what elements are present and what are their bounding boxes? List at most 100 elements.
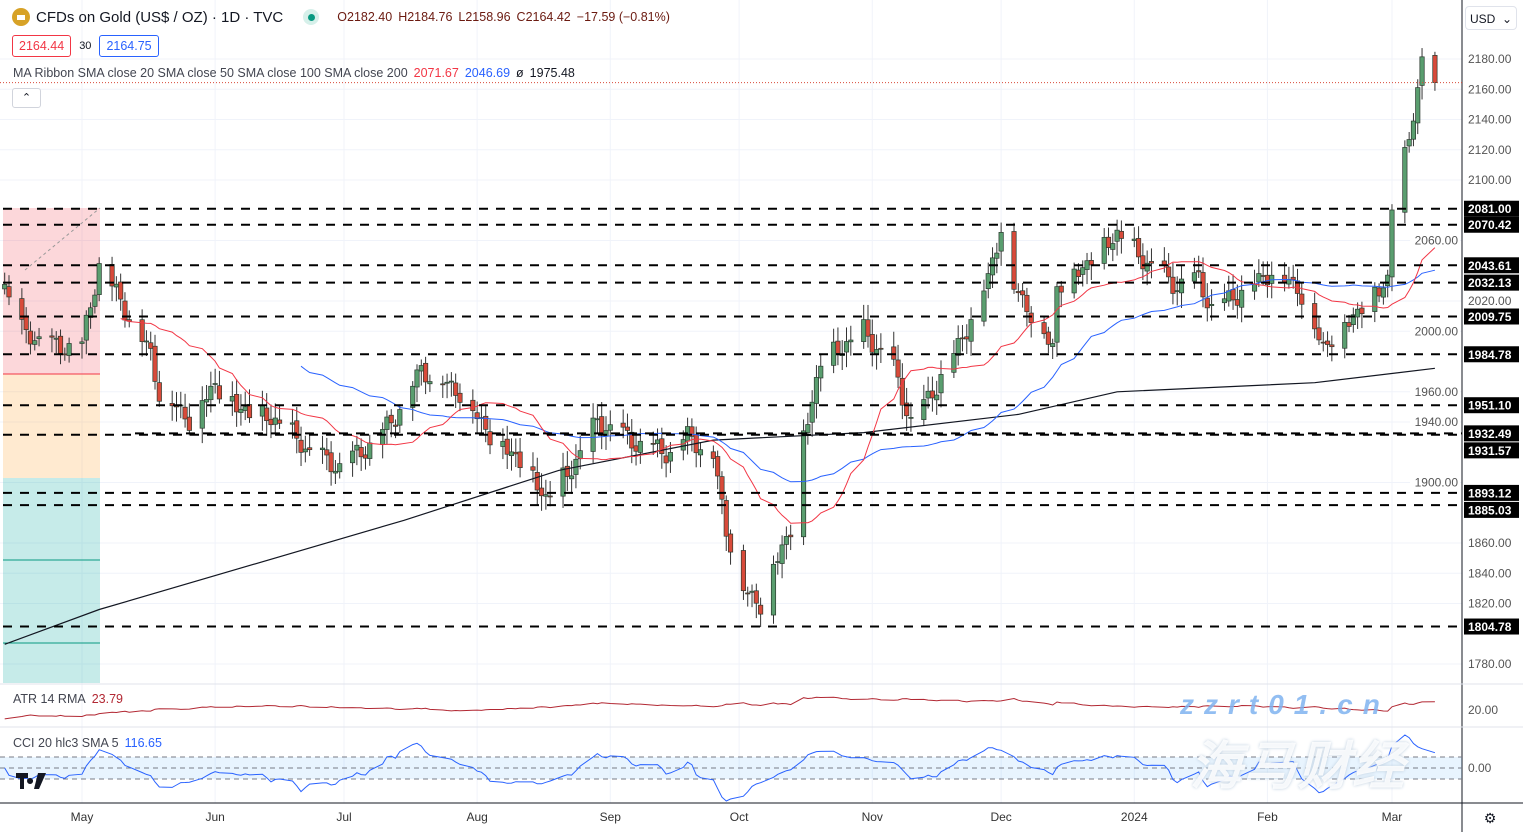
candle (1406, 132, 1412, 153)
candle-body (560, 467, 566, 497)
candle-body (775, 561, 781, 563)
candle (955, 325, 961, 366)
candle (1221, 283, 1228, 311)
candle (659, 427, 665, 469)
candle (478, 405, 484, 433)
candle-body (1011, 231, 1017, 290)
candle-body (680, 439, 686, 451)
low-label: L (458, 10, 466, 24)
candle-body (268, 418, 274, 426)
candle (1342, 314, 1348, 359)
candle-body (1402, 147, 1408, 213)
tradingview-logo[interactable] (16, 773, 46, 794)
symbol-title[interactable]: CFDs on Gold (US$ / OZ) · 1D · TVC (36, 8, 284, 26)
candle-body (534, 472, 540, 491)
candle (934, 380, 940, 415)
candle-body (418, 365, 424, 372)
candle-body (92, 294, 98, 307)
candle-body (143, 340, 149, 343)
cci-legend[interactable]: CCI 20 hlc3 SMA 5 116.65 (13, 736, 162, 750)
candle-body (1101, 237, 1107, 264)
candle-body (770, 563, 777, 616)
candle (599, 401, 605, 450)
level-label: 1804.78 (1468, 620, 1512, 634)
candle (685, 417, 691, 455)
candle (1286, 266, 1292, 289)
candle (998, 222, 1004, 266)
candle-body (1105, 236, 1112, 248)
price-tick-bg (1410, 231, 1460, 248)
candle-body (1148, 261, 1155, 264)
tradingview-logo-icon (16, 773, 46, 789)
candle-body (998, 232, 1004, 252)
candle (835, 327, 841, 366)
time-tick-label: Feb (1257, 810, 1278, 824)
candle (19, 288, 25, 335)
candle (27, 321, 34, 355)
candle (92, 289, 98, 314)
candle (337, 452, 343, 479)
candle-body (1054, 286, 1060, 343)
candle (710, 445, 716, 469)
candle-body (951, 353, 957, 373)
atr-legend[interactable]: ATR 14 RMA 23.79 (13, 692, 123, 706)
buy-button[interactable]: 2164.75 (99, 35, 159, 57)
candle-body (440, 383, 446, 386)
candle (1110, 233, 1116, 262)
time-tick-label: Jul (336, 810, 351, 824)
candle (740, 544, 746, 600)
sell-button[interactable]: 2164.44 (12, 35, 72, 57)
candle (805, 412, 811, 445)
candle (891, 331, 897, 366)
cci-label: CCI 20 hlc3 SMA 5 (13, 736, 119, 750)
candle (783, 526, 789, 560)
close-label: C (516, 10, 526, 24)
ma-ribbon-legend[interactable]: MA Ribbon SMA close 20 SMA close 50 SMA … (13, 66, 575, 80)
candle-body (246, 404, 253, 419)
candle (508, 438, 515, 471)
candle (1389, 204, 1395, 292)
candle (324, 437, 330, 471)
candle (603, 416, 609, 450)
candle-body (848, 339, 854, 343)
candle (259, 390, 265, 431)
candle (294, 406, 300, 454)
level-label: 2081.00 (1468, 202, 1512, 216)
candle (234, 379, 240, 427)
candle-body (925, 390, 931, 399)
collapse-legend-button[interactable]: ⌃ (12, 88, 41, 108)
candle-body (1290, 276, 1296, 281)
time-tick-label: May (71, 810, 94, 824)
level-label: 1984.78 (1468, 348, 1512, 362)
price-tick-label: 1840.00 (1468, 566, 1512, 580)
candle-body (1045, 331, 1051, 345)
candle (109, 256, 115, 302)
candle-body (650, 443, 656, 445)
candle (1140, 243, 1146, 281)
candle-body (388, 414, 394, 424)
currency-select[interactable]: USD ⌄ (1465, 6, 1517, 30)
candle-body (1221, 298, 1228, 304)
candle (564, 451, 570, 491)
level-label: 2043.61 (1468, 259, 1512, 273)
candle-body (1376, 287, 1382, 297)
candle (414, 364, 420, 403)
candle (216, 370, 222, 404)
settings-icon[interactable]: ⚙ (1484, 811, 1497, 827)
candle (869, 319, 875, 367)
sma50-line (300, 269, 1436, 483)
candle-body (1024, 294, 1030, 313)
low-value: 2158.96 (465, 10, 511, 24)
level-label-bg (1464, 308, 1519, 325)
candle-body (88, 307, 94, 318)
candle (534, 457, 540, 505)
candle (204, 384, 210, 417)
candle (818, 353, 824, 392)
candle (1178, 264, 1185, 308)
candle-body (663, 455, 669, 464)
candle (423, 356, 429, 395)
candle (530, 452, 536, 483)
candle (152, 334, 158, 390)
candle (1329, 335, 1335, 362)
